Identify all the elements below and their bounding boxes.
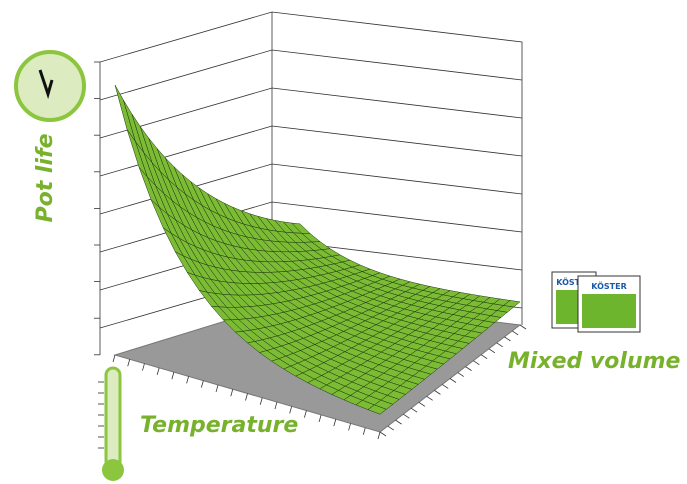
tick	[488, 348, 496, 354]
tick	[410, 407, 418, 413]
vertical-axis-label: Pot life	[33, 133, 58, 222]
brand-text: KÖSTER	[556, 277, 591, 287]
tick	[449, 378, 457, 383]
tick	[426, 396, 433, 401]
tick	[519, 324, 527, 330]
tick	[418, 401, 426, 407]
tick	[186, 376, 189, 384]
product-box: KÖSTER	[577, 275, 641, 333]
tick	[496, 342, 503, 348]
tick	[215, 384, 219, 393]
tick	[142, 363, 145, 371]
brand-text: KÖSTER	[591, 281, 626, 291]
tick	[377, 431, 381, 440]
tick	[333, 419, 337, 427]
tick	[379, 431, 387, 437]
ticks	[94, 61, 527, 440]
tick	[434, 390, 441, 395]
surface-mesh	[114, 84, 521, 415]
thermometer-icon	[98, 366, 124, 481]
tick	[156, 367, 160, 375]
tick	[127, 359, 131, 367]
tick	[403, 413, 410, 419]
tick	[512, 330, 519, 336]
horizontal-axis-label: Temperature	[140, 413, 298, 438]
tick	[473, 360, 480, 365]
tick	[465, 366, 472, 371]
tick	[348, 423, 351, 431]
wall-grid-line	[99, 87, 523, 139]
surface-cell	[367, 404, 387, 415]
tick	[245, 393, 248, 401]
tick	[304, 410, 307, 418]
tick	[480, 354, 488, 360]
tick	[457, 372, 464, 377]
tick	[230, 389, 234, 397]
tick	[289, 406, 293, 414]
tick	[362, 427, 366, 435]
tick	[504, 336, 511, 342]
tick	[395, 419, 402, 425]
tick	[318, 414, 322, 422]
tick	[442, 384, 449, 389]
tick	[387, 425, 394, 431]
tick	[171, 372, 175, 380]
tick	[112, 354, 116, 363]
wall-grid-line	[99, 201, 523, 253]
tick	[274, 401, 278, 410]
depth-axis-label: Mixed volume	[508, 349, 681, 374]
tick	[259, 397, 263, 405]
tick	[200, 380, 204, 388]
wall-grid-line	[99, 49, 523, 101]
clock-icon	[14, 50, 86, 122]
